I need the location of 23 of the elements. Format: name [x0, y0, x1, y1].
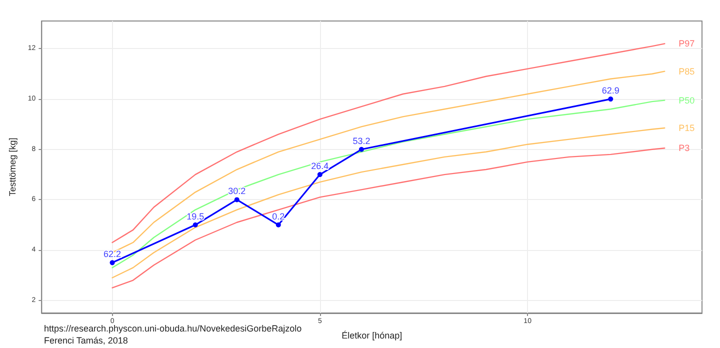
- point: [317, 172, 322, 178]
- point: [234, 197, 240, 202]
- point: [608, 96, 614, 102]
- annotation: 26.4: [311, 161, 329, 172]
- annotation: 62.9: [602, 86, 620, 96]
- point: [358, 146, 364, 152]
- series-label: P97: [678, 38, 695, 49]
- annotation: 19.5: [186, 211, 204, 222]
- line-series: [112, 43, 666, 244]
- text: https://research.physcon.uni-obuda.hu/NovekedesiGorbeRajzolo: [44, 324, 302, 334]
- annotation: 53.2: [352, 136, 370, 146]
- series-label: P50: [678, 95, 695, 106]
- series-label: P3: [678, 143, 690, 154]
- y-axis-title: Testtömeg [kg]: [8, 138, 18, 196]
- point: [276, 222, 281, 228]
- series-label: P15: [678, 122, 695, 133]
- text: Ferenci Tamás, 2018: [44, 336, 128, 346]
- series-label: P85: [678, 66, 695, 76]
- point: [110, 260, 115, 266]
- annotation: 62.2: [104, 249, 122, 260]
- point: [192, 222, 198, 228]
- annotation: 0.2: [272, 211, 285, 222]
- x-axis-title: Életkor [hónap]: [342, 330, 402, 340]
